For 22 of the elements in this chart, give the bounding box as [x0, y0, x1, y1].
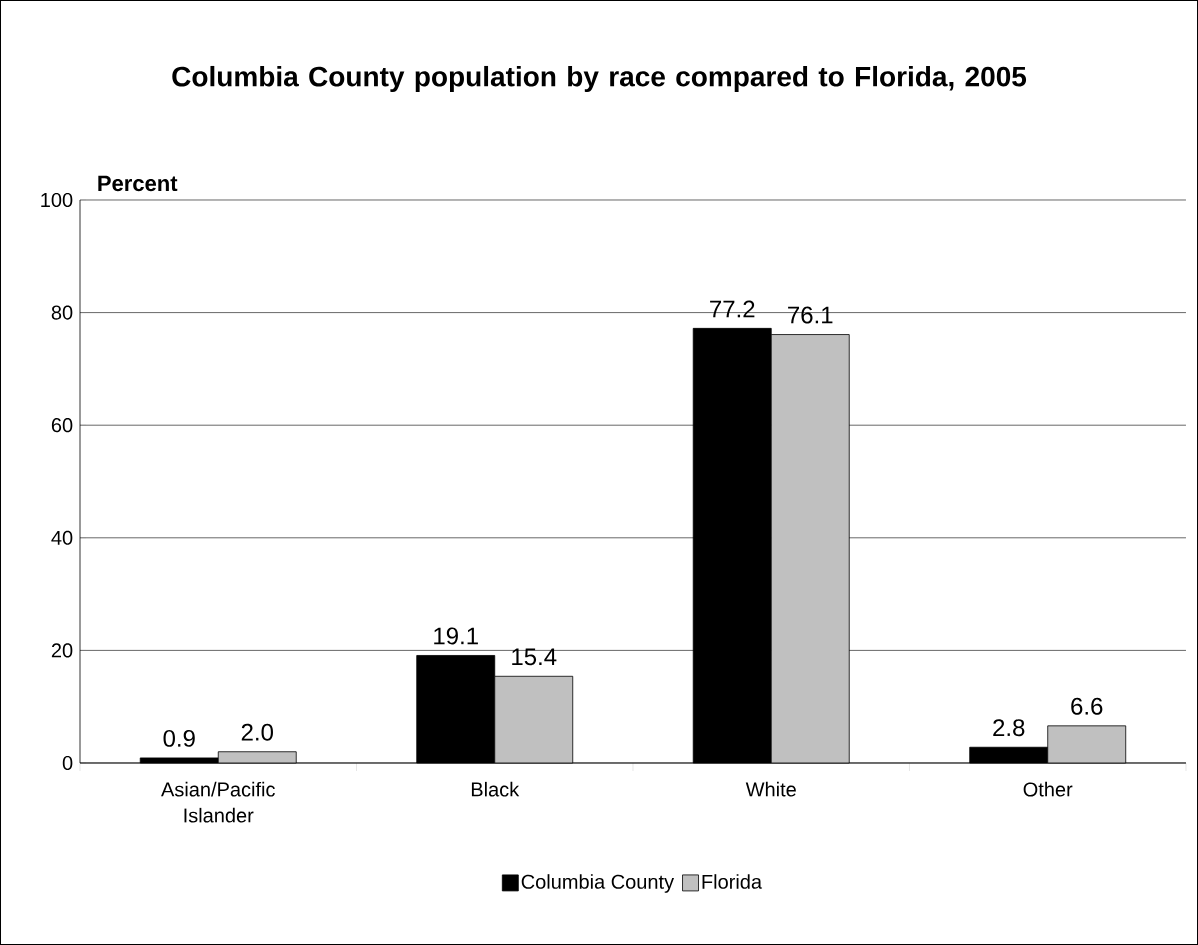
- x-tick-label: Asian/Pacific Islander: [161, 781, 275, 823]
- data-label: 77.2: [710, 300, 755, 318]
- y-tick-label: 0: [62, 755, 73, 771]
- y-tick-label: 40: [51, 530, 73, 545]
- data-label: 76.1: [788, 306, 833, 324]
- legend-label: Columbia County: [521, 874, 675, 893]
- y-tick-label: 80: [51, 305, 73, 320]
- data-label: 19.1: [434, 627, 478, 645]
- x-tick-label: White: [745, 781, 796, 797]
- chart-title: Columbia County population by race compared to Florida, 2005: [172, 65, 1027, 93]
- legend-label: Florida: [702, 874, 763, 889]
- data-label: 2.8: [993, 719, 1025, 737]
- y-tick-label: 60: [51, 418, 73, 433]
- x-tick-label: Black: [471, 781, 520, 797]
- data-label: 6.6: [1071, 697, 1103, 715]
- data-label: 2.0: [241, 723, 273, 741]
- y-tick-label: 20: [51, 643, 73, 658]
- y-axis-title: Percent: [98, 175, 178, 192]
- data-label: 0.9: [163, 729, 195, 747]
- y-tick-label: 100: [41, 192, 73, 208]
- data-label: 15.4: [512, 648, 557, 666]
- x-tick-label: Other: [1023, 781, 1073, 797]
